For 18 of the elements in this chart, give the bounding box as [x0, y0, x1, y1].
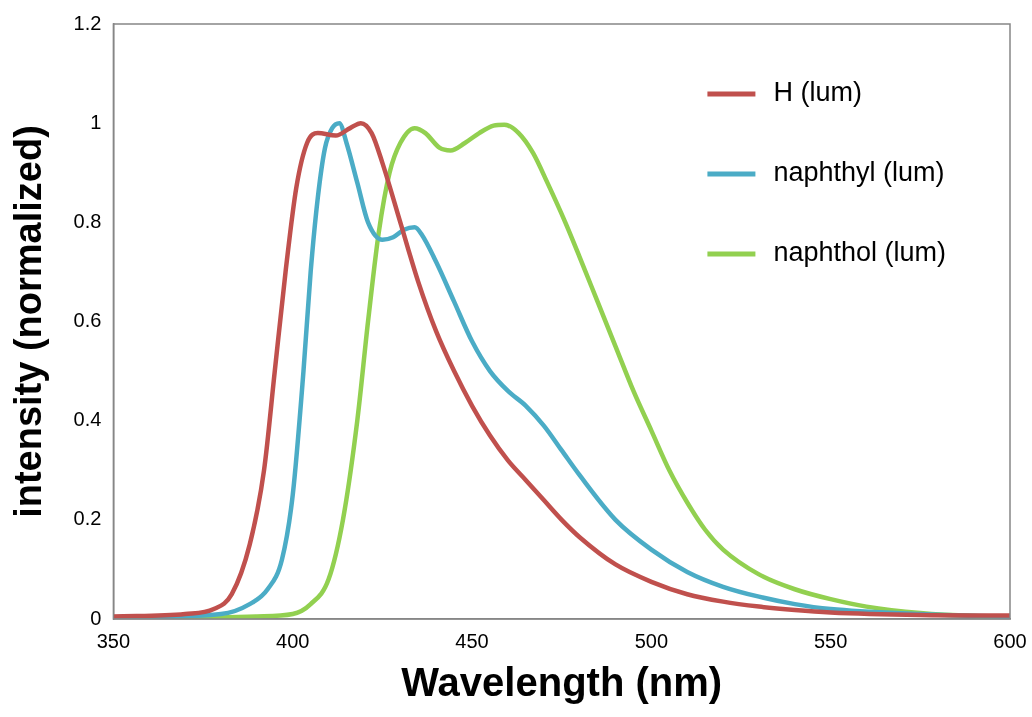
y-tick-label: 0.6: [73, 309, 102, 332]
y-tick-label: 0.2: [73, 507, 102, 530]
y-axis-title: intensity (normalized): [7, 125, 50, 518]
y-tick-label: 1.2: [73, 11, 102, 34]
x-tick-label: 600: [993, 629, 1027, 652]
x-tick-label: 500: [634, 629, 669, 652]
x-axis-title: Wavelength (nm): [401, 660, 723, 705]
x-tick-label: 350: [96, 629, 131, 652]
legend-label: naphthol (lum): [773, 237, 947, 268]
y-tick-label: 0.4: [73, 408, 102, 431]
legend-label: H (lum): [773, 77, 862, 108]
legend-label: naphthyl (lum): [773, 157, 945, 188]
y-tick-label: 0: [90, 606, 102, 629]
y-tick-label: 0.8: [73, 209, 102, 232]
y-tick-label: 1: [90, 110, 102, 133]
x-tick-label: 400: [276, 629, 310, 652]
x-tick-label: 550: [813, 629, 848, 652]
x-tick-label: 450: [455, 629, 489, 652]
